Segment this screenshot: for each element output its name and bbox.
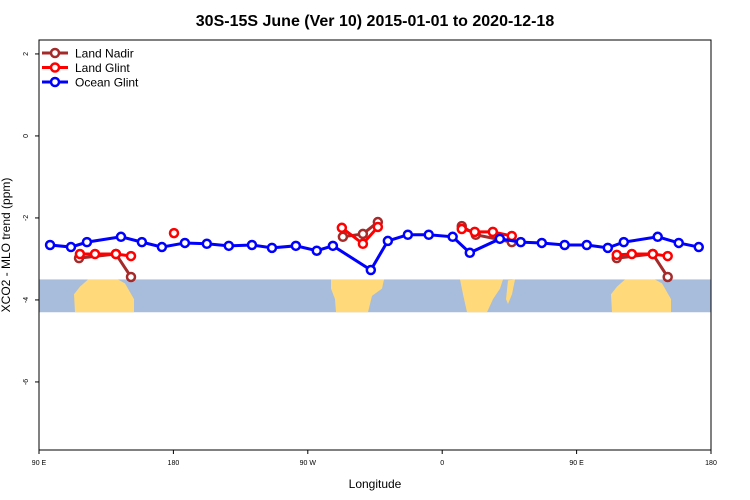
ocean-glint-point <box>602 242 614 254</box>
land-nadir-point <box>337 231 349 243</box>
land-glint-point <box>647 248 659 260</box>
chart-title: 30S-15S June (Ver 10) 2015-01-01 to 2020… <box>196 13 555 30</box>
land-glint-point <box>110 248 122 260</box>
land-glint-point <box>626 248 638 260</box>
ocean-glint-point <box>223 240 235 252</box>
y-tick-label: -6 <box>23 379 30 385</box>
land-glint-point <box>357 238 369 250</box>
ocean-glint-point <box>290 240 302 252</box>
ocean-glint-point <box>536 237 548 249</box>
x-tick-label: 180 <box>705 460 717 467</box>
ocean-glint-point <box>136 236 148 248</box>
ocean-glint-point <box>115 231 127 243</box>
x-tick-label: 90 E <box>32 460 47 467</box>
land-glint-point <box>74 248 86 260</box>
ocean-glint-point <box>693 241 705 253</box>
land-glint-point <box>125 250 137 262</box>
ocean-glint-point <box>464 247 476 259</box>
land-glint-point <box>336 222 348 234</box>
ocean-glint-point <box>246 239 258 251</box>
legend-marker <box>49 76 61 88</box>
land-glint-point <box>456 223 468 235</box>
ocean-glint-point <box>423 229 435 240</box>
y-tick-label: -4 <box>23 297 30 303</box>
x-axis-label: Longitude <box>349 477 402 491</box>
madagascar-land <box>506 279 515 305</box>
y-tick-label: 0 <box>23 134 30 138</box>
ocean-glint-point <box>266 242 278 254</box>
ocean-glint-point <box>652 231 663 243</box>
land-glint-point <box>611 249 623 261</box>
australia-land <box>611 279 671 313</box>
africa-land <box>460 279 503 313</box>
ocean-glint-point <box>447 231 458 243</box>
legend-marker <box>49 62 61 73</box>
y-tick-label: 2 <box>23 52 30 56</box>
land-glint-line <box>616 252 668 258</box>
land-glint-line <box>79 252 132 258</box>
legend-marker <box>49 47 61 59</box>
land-nadir-line <box>616 252 669 278</box>
ocean-glint-line <box>49 233 700 273</box>
ocean-glint-point <box>402 229 414 240</box>
ocean-glint-point <box>311 245 323 256</box>
land-glint-point <box>662 250 673 262</box>
x-tick-label: 180 <box>168 460 180 467</box>
ocean-glint-point <box>618 236 630 248</box>
land-glint-point <box>487 226 499 238</box>
land-glint-line <box>461 227 513 238</box>
ocean-glint-point <box>515 236 526 248</box>
ocean-glint-point <box>581 239 593 251</box>
land-glint-point <box>372 221 384 233</box>
series-marks <box>44 216 705 283</box>
x-tick-label: 90 E <box>569 460 584 467</box>
land-glint-point <box>168 227 180 239</box>
land-nadir-line <box>78 252 133 278</box>
land-glint-point <box>89 248 101 260</box>
y-tick-label: -2 <box>23 215 30 221</box>
land-glint-point <box>469 226 481 238</box>
axes: 90 E 180 90 W 0 90 E 180 2 0 -2 -4 -6 <box>23 52 717 467</box>
ocean-glint-point <box>559 239 570 251</box>
plot-frame <box>38 39 712 451</box>
ocean-glint-point <box>494 233 506 245</box>
land-nadir-point <box>357 228 369 240</box>
south-america-land <box>331 279 384 313</box>
ocean-glint-point <box>327 240 339 252</box>
land-nadir-point <box>125 271 137 283</box>
ocean-glint-point <box>673 237 684 249</box>
ocean-glint-point <box>44 239 56 251</box>
ocean-glint-point <box>81 236 93 248</box>
australia-land <box>74 279 134 313</box>
ocean-glint-point <box>201 238 213 250</box>
land-nadir-point <box>662 271 673 283</box>
legend-label: Land Nadir <box>75 47 134 61</box>
legend-label: Ocean Glint <box>75 76 139 90</box>
x-tick-label: 90 W <box>300 460 317 467</box>
ocean-glint-point <box>365 264 377 276</box>
ocean-glint-point <box>382 235 394 247</box>
ocean-glint-point <box>156 241 168 253</box>
x-tick-label: 0 <box>440 460 444 467</box>
ocean-glint-point <box>179 237 191 249</box>
legend-label: Land Glint <box>75 61 130 75</box>
y-axis-label: XCO2 - MLO trend (ppm) <box>0 178 13 313</box>
world-map-strip <box>39 279 711 313</box>
ocean-glint-point <box>65 241 77 253</box>
